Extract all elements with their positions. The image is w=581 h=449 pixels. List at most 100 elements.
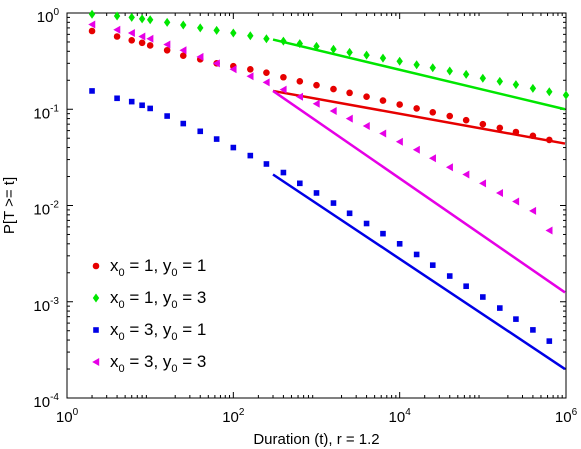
data-point-series-2 (529, 83, 537, 93)
legend-marker-series-2 (92, 293, 100, 303)
data-point-series-4 (312, 99, 320, 108)
data-point-series-3 (139, 102, 145, 109)
legend-label-series-1: x0 = 1, y0 = 1 (110, 256, 206, 279)
legend-label-series-2: x0 = 1, y0 = 3 (110, 288, 206, 311)
fit-line-series-3 (272, 173, 566, 371)
data-point-series-2 (413, 60, 420, 70)
data-point-series-1 (330, 85, 337, 93)
data-point-series-4 (246, 72, 254, 81)
plot-area (66, 12, 567, 399)
legend-label-series-4: x0 = 3, y0 = 3 (110, 352, 206, 375)
data-point-series-1 (179, 52, 187, 60)
data-point-series-4 (113, 25, 121, 34)
data-point-series-1 (429, 108, 437, 116)
y-tick-label: 10-2 (33, 200, 59, 219)
y-tick-label: 10-1 (33, 103, 59, 122)
data-point-series-1 (363, 93, 370, 101)
data-point-series-2 (88, 9, 96, 19)
data-point-series-2 (163, 17, 171, 27)
data-point-series-3 (346, 210, 353, 217)
data-point-series-3 (89, 88, 95, 94)
data-point-series-4 (496, 188, 504, 197)
data-point-series-2 (446, 66, 453, 76)
data-point-series-1 (296, 78, 304, 85)
data-point-series-4 (279, 85, 287, 94)
data-point-series-4 (512, 197, 520, 206)
data-point-series-2 (180, 20, 187, 30)
data-point-series-1 (446, 112, 454, 120)
data-point-series-1 (138, 39, 146, 47)
data-point-series-4 (428, 154, 436, 163)
y-axis-label: P[T >= t] (1, 177, 18, 234)
data-point-series-2 (429, 63, 436, 73)
data-point-series-2 (113, 11, 121, 21)
legend: x0 = 1, y0 = 1 x0 = 1, y0 = 3 x0 = 3, y0 =… (92, 256, 206, 375)
data-point-series-4 (127, 28, 135, 37)
data-point-series-2 (263, 34, 270, 44)
data-point-series-3 (128, 98, 135, 105)
x-tick-label: 104 (389, 407, 412, 426)
data-point-series-3 (213, 136, 220, 142)
data-point-series-2 (197, 23, 204, 33)
data-point-series-1 (462, 116, 470, 124)
data-point-series-4 (88, 20, 96, 29)
data-point-series-3 (247, 152, 254, 159)
data-point-series-1 (512, 128, 520, 136)
data-point-series-1 (247, 66, 254, 73)
tick-labels: 100 102 104 106 100 10-1 10-2 10-3 10-4 (33, 7, 577, 426)
data-point-series-4 (362, 121, 370, 130)
data-point-series-1 (280, 73, 287, 81)
data-point-series-2 (546, 87, 553, 97)
data-point-series-4 (445, 163, 453, 172)
data-point-series-3 (197, 128, 204, 135)
y-tick-label: 10-3 (33, 296, 59, 315)
data-point-series-4 (296, 92, 304, 101)
data-point-series-2 (346, 47, 353, 57)
legend-marker-series-4 (92, 358, 100, 366)
data-point-series-4 (345, 114, 353, 123)
data-point-series-3 (230, 144, 237, 151)
data-point-series-3 (463, 283, 469, 290)
data-point-series-2 (313, 41, 320, 51)
data-point-series-3 (480, 294, 486, 300)
data-point-series-4 (138, 32, 146, 41)
data-point-series-1 (546, 136, 553, 144)
data-point-series-4 (529, 206, 537, 215)
data-point-series-2 (462, 69, 470, 79)
data-point-series-1 (88, 27, 96, 35)
data-point-series-2 (363, 50, 370, 60)
data-point-series-1 (263, 69, 270, 76)
data-point-series-2 (280, 36, 287, 46)
data-point-series-2 (479, 73, 487, 83)
data-point-series-2 (128, 12, 135, 22)
data-point-series-3 (164, 113, 170, 119)
data-point-series-3 (380, 230, 386, 237)
data-point-series-4 (379, 129, 387, 138)
data-point-series-2 (247, 31, 254, 41)
data-point-series-2 (379, 53, 387, 63)
data-point-series-3 (363, 220, 370, 227)
x-axis-label: Duration (t), r = 1.2 (253, 431, 379, 448)
data-point-series-3 (297, 180, 303, 187)
legend-label-series-3: x0 = 3, y0 = 1 (110, 320, 206, 343)
data-point-series-3 (513, 316, 519, 322)
data-point-series-1 (346, 89, 353, 97)
x-tick-label: 106 (555, 407, 578, 426)
data-point-series-3 (497, 305, 503, 311)
legend-marker-series-1 (92, 262, 100, 270)
data-point-series-4 (146, 34, 154, 43)
data-point-series-1 (128, 37, 136, 44)
data-point-series-1 (163, 46, 171, 54)
data-point-series-2 (562, 90, 570, 100)
data-point-series-1 (313, 81, 320, 89)
data-point-series-1 (529, 132, 537, 140)
data-point-series-3 (147, 105, 153, 112)
data-point-series-1 (496, 124, 504, 132)
data-point-series-1 (113, 33, 121, 40)
data-point-series-3 (396, 241, 403, 247)
y-tick-label: 10-4 (33, 392, 59, 411)
data-point-series-2 (496, 76, 504, 86)
data-point-series-3 (330, 200, 337, 206)
data-point-series-4 (229, 65, 237, 74)
data-point-series-3 (546, 338, 553, 344)
